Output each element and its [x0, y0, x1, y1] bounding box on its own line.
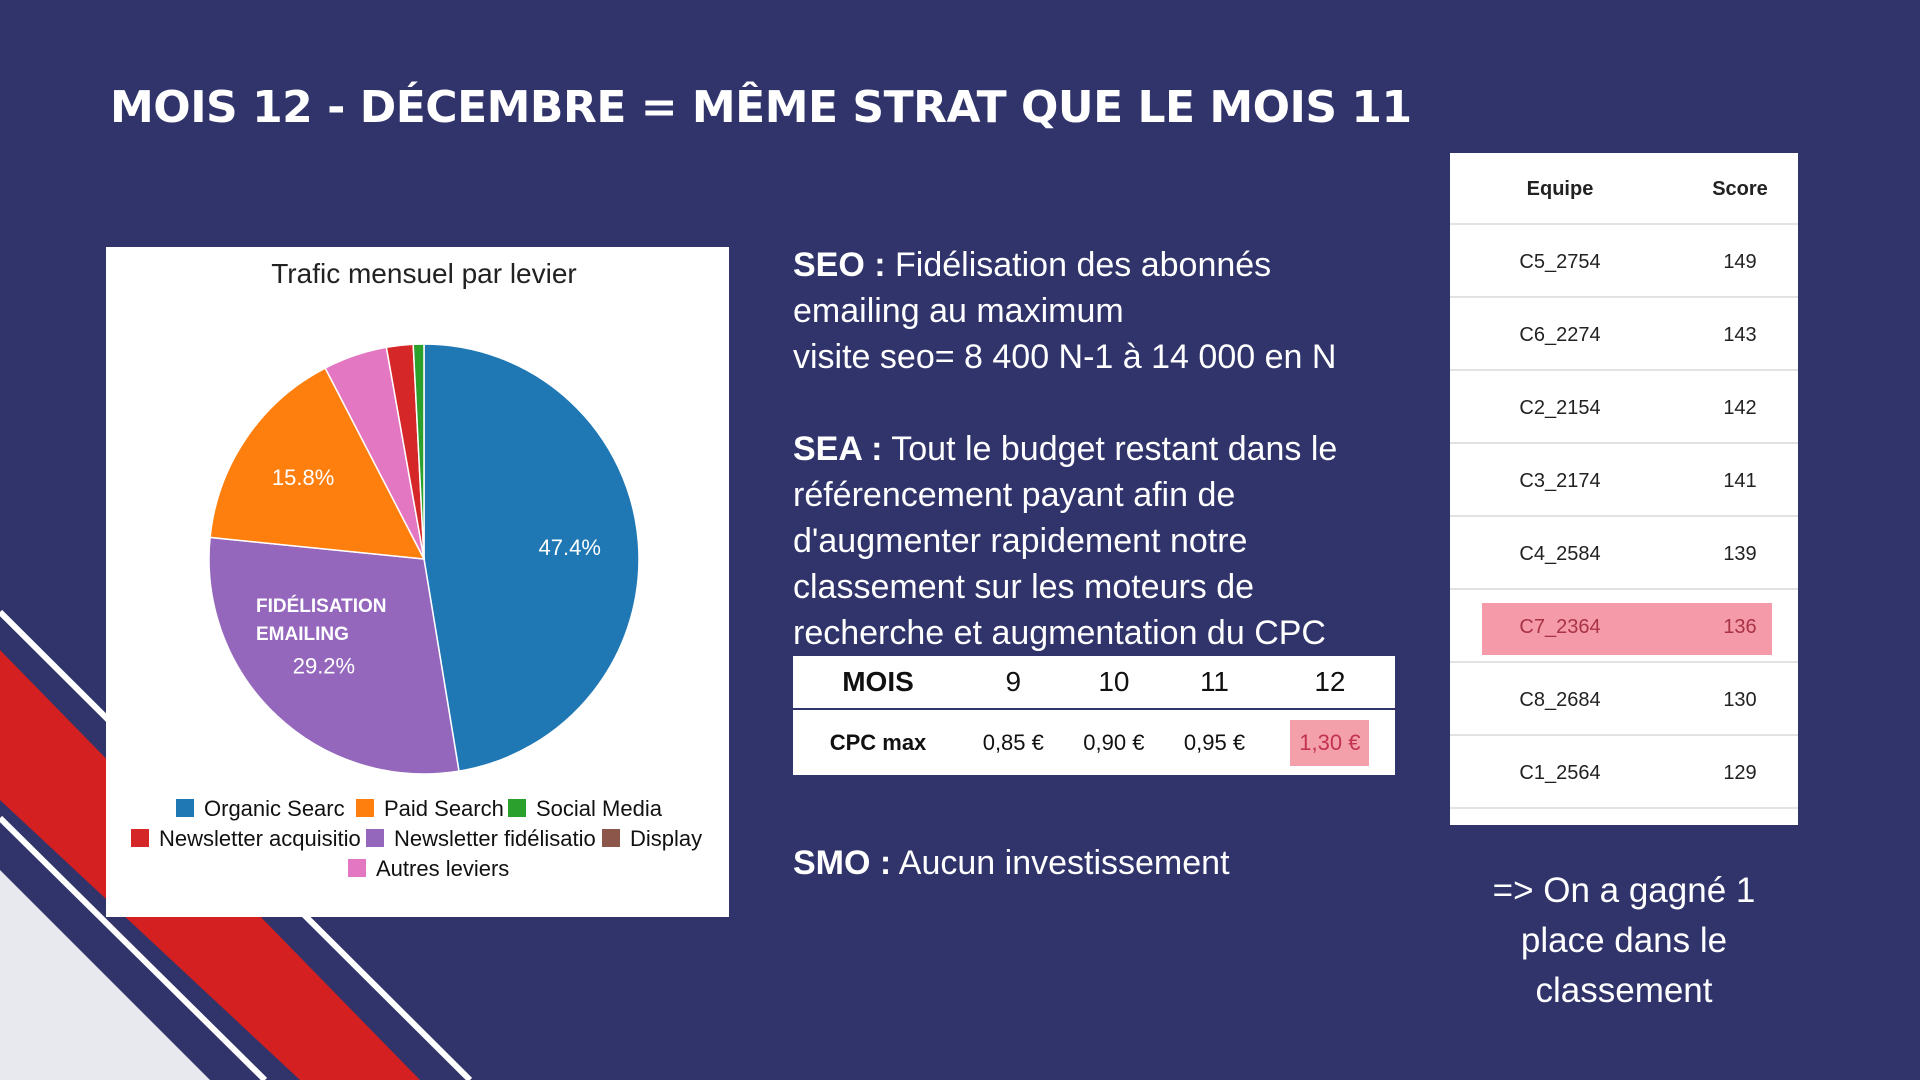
month-9: 9: [963, 656, 1064, 710]
chart-title: Trafic mensuel par levier: [271, 258, 577, 289]
team-header: Equipe: [1526, 178, 1594, 200]
team-cell: C2_2154: [1519, 397, 1601, 419]
table-row: C8_2684 130: [1450, 664, 1798, 736]
legend-label: Social Media: [536, 796, 663, 821]
score-cell: 149: [1723, 251, 1757, 273]
legend-item: Newsletter acquisitio: [131, 826, 361, 851]
score-header: Score: [1712, 178, 1768, 200]
pie-chart-card: Trafic mensuel par levier 47.4% 29.2% 15.8…: [106, 247, 729, 917]
legend-label: Autres leviers: [376, 856, 509, 881]
cpc-header-row: MOIS 9 10 11 12: [793, 656, 1395, 710]
cpc-value-12-cell: 1,30 €: [1265, 709, 1395, 775]
mois-header: MOIS: [793, 656, 963, 710]
annotation-line-2: EMAILING: [256, 624, 349, 645]
seo-line-1: Fidélisation des abonnés: [885, 246, 1272, 284]
team-cell: C1_2564: [1519, 762, 1601, 784]
score-cell: 139: [1723, 543, 1757, 565]
sea-line-4: classement sur les moteurs de: [793, 568, 1255, 606]
legend-swatch: [131, 829, 149, 847]
smo-text: Aucun investissement: [891, 844, 1230, 882]
legend-item: Display: [602, 826, 702, 851]
pie-slice-social-media: [412, 343, 425, 560]
smo-section: SMO : Aucun investissement: [793, 840, 1230, 886]
pie-chart: Trafic mensuel par levier 47.4% 29.2% 15.8…: [131, 258, 702, 881]
ranking-header: Equipe Score: [1450, 153, 1798, 225]
legend-label: Organic Searc: [204, 796, 345, 821]
legend-swatch: [602, 829, 620, 847]
sea-line-5: recherche et augmentation du CPC: [793, 614, 1326, 652]
slice-label: 29.2%: [293, 654, 355, 679]
conclusion-text: => On a gagné 1 place dans le classement: [1450, 866, 1798, 1016]
cpc-value-11: 0,95 €: [1183, 729, 1246, 755]
conclusion-line-3: classement: [1535, 971, 1713, 1010]
legend-item: Autres leviers: [348, 856, 509, 881]
pie-slice-paid-search: [209, 367, 426, 560]
team-cell: C4_2584: [1519, 543, 1601, 565]
slice-label: 47.4%: [539, 535, 601, 560]
conclusion-line-1: => On a gagné 1: [1492, 871, 1756, 910]
legend-item: Newsletter fidélisatio: [366, 826, 596, 851]
sea-line-1: Tout le budget restant dans le: [882, 430, 1338, 468]
slide-title: MOIS 12 - DÉCEMBRE = MÊME STRAT QUE LE M…: [110, 82, 1412, 133]
team-cell: C3_2174: [1519, 470, 1601, 492]
month-11: 11: [1164, 656, 1265, 710]
slice-label: 15.8%: [272, 465, 334, 490]
ranking-table: Equipe Score C5_2754 149 C6_2274 143 C2_…: [1450, 153, 1798, 825]
cpc-values-row: CPC max 0,85 € 0,90 € 0,95 € 1,30 €: [793, 709, 1395, 775]
cpc-value-10: 0,90 €: [1083, 729, 1145, 755]
team-cell: C8_2684: [1519, 689, 1601, 711]
seo-line-3: visite seo= 8 400 N-1 à 14 000 en N: [793, 338, 1337, 376]
table-row: C1_2564 129: [1450, 737, 1798, 809]
pie-slice-organic-search: [423, 343, 640, 773]
row-highlight: [1482, 603, 1772, 655]
legend-item: Paid Search: [356, 796, 504, 821]
table-row: C3_2174 141: [1450, 445, 1798, 517]
legend-swatch: [366, 829, 384, 847]
pie-slice-newsletter-fid-lisation: [208, 536, 460, 775]
score-cell: 142: [1723, 397, 1757, 419]
legend-label: Paid Search: [384, 796, 504, 821]
legend-item: Social Media: [508, 796, 663, 821]
seo-line-2: emailing au maximum: [793, 292, 1124, 330]
table-row-highlighted: C7_2364 136: [1450, 591, 1798, 663]
sea-line-2: référencement payant afin de: [793, 476, 1236, 514]
legend-label: Newsletter acquisitio: [159, 826, 361, 851]
legend-label: Display: [630, 826, 702, 851]
cpc-max-label: CPC max: [829, 729, 927, 755]
cpc-value-9: 0,85 €: [982, 729, 1044, 755]
sea-line-3: d'augmenter rapidement notre: [793, 522, 1248, 560]
cpc-value-12: 1,30 €: [1290, 719, 1370, 766]
month-10: 10: [1063, 656, 1165, 710]
score-cell: 143: [1723, 324, 1757, 346]
legend-swatch: [176, 799, 194, 817]
score-cell: 136: [1723, 616, 1757, 638]
cpc-table: MOIS 9 10 11 12 CPC max 0,85 € 0,90 € 0,…: [793, 656, 1395, 775]
score-cell: 129: [1723, 762, 1757, 784]
smo-label: SMO :: [793, 844, 892, 882]
team-cell: C5_2754: [1519, 251, 1601, 273]
table-row: C5_2754 149: [1450, 226, 1798, 298]
score-cell: 130: [1723, 689, 1757, 711]
conclusion-line-2: place dans le: [1520, 921, 1728, 960]
legend-item: Organic Searc: [176, 796, 345, 821]
seo-section: SEO : Fidélisation des abonnés emailing …: [793, 242, 1336, 380]
legend-swatch: [348, 859, 366, 877]
legend-swatch: [508, 799, 526, 817]
table-row: C6_2274 143: [1450, 299, 1798, 371]
table-row: C4_2584 139: [1450, 518, 1798, 590]
sea-label: SEA :: [793, 430, 883, 468]
legend-swatch: [356, 799, 374, 817]
table-row: C2_2154 142: [1450, 372, 1798, 444]
sea-section: SEA : Tout le budget restant dans le réf…: [793, 426, 1337, 656]
seo-label: SEO :: [793, 246, 886, 284]
annotation-line-1: FIDÉLISATION: [256, 595, 387, 617]
score-cell: 141: [1723, 470, 1757, 492]
legend-label: Newsletter fidélisatio: [394, 826, 596, 851]
team-cell: C7_2364: [1519, 616, 1601, 638]
month-12: 12: [1264, 656, 1395, 710]
team-cell: C6_2274: [1519, 324, 1601, 346]
